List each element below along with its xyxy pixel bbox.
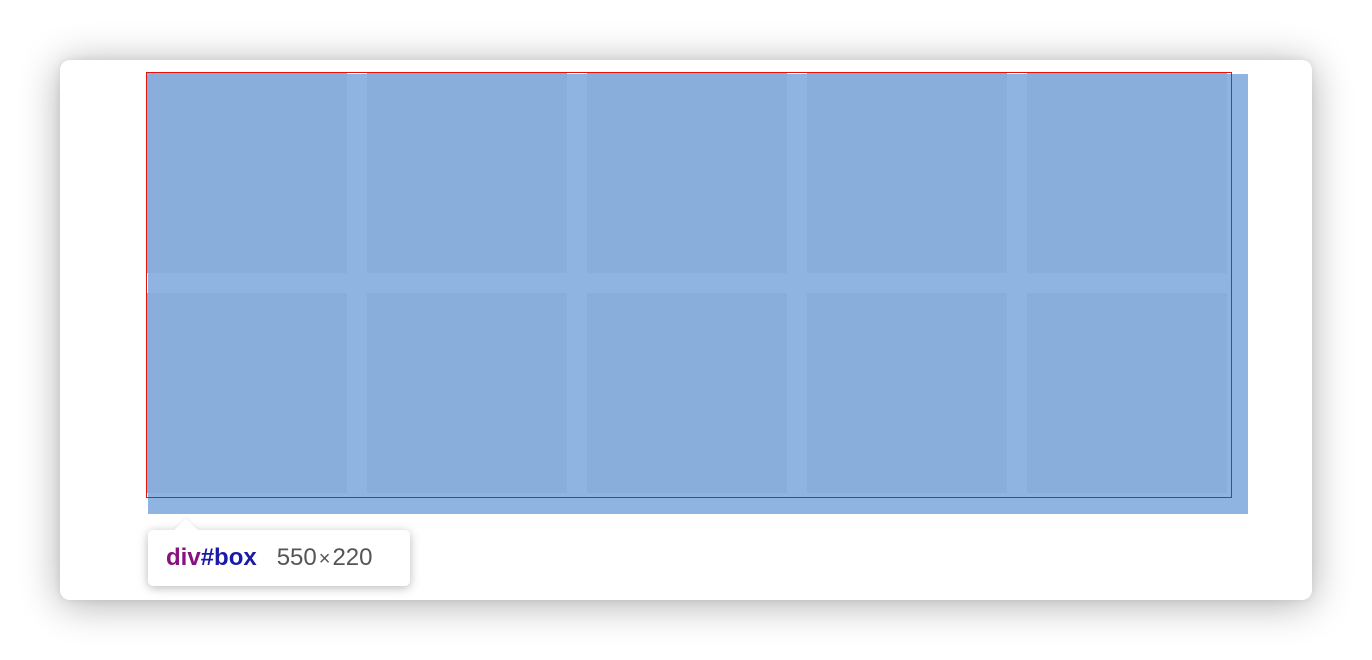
element-id: #box (200, 544, 257, 571)
times-sign: × (318, 548, 331, 570)
tooltip-arrow (174, 518, 198, 530)
element-width: 550 (276, 544, 317, 571)
grid-cell (807, 293, 1007, 493)
grid-container (146, 72, 1232, 498)
grid-cell (147, 73, 347, 273)
grid-cell (147, 293, 347, 493)
browser-viewport: div #box 550 ×220 (60, 60, 1312, 600)
grid-cell (367, 293, 567, 493)
inspector-tooltip: div #box 550 ×220 (148, 518, 410, 586)
grid-cell (807, 73, 1007, 273)
grid-cell (367, 73, 567, 273)
grid-cell (587, 73, 787, 273)
element-dimensions: 550 ×220 (277, 544, 373, 572)
grid-cell (1027, 73, 1227, 273)
grid-cell (587, 293, 787, 493)
grid-cell (1027, 293, 1227, 493)
element-tag: div (166, 544, 201, 571)
element-height: 220 (332, 544, 373, 571)
